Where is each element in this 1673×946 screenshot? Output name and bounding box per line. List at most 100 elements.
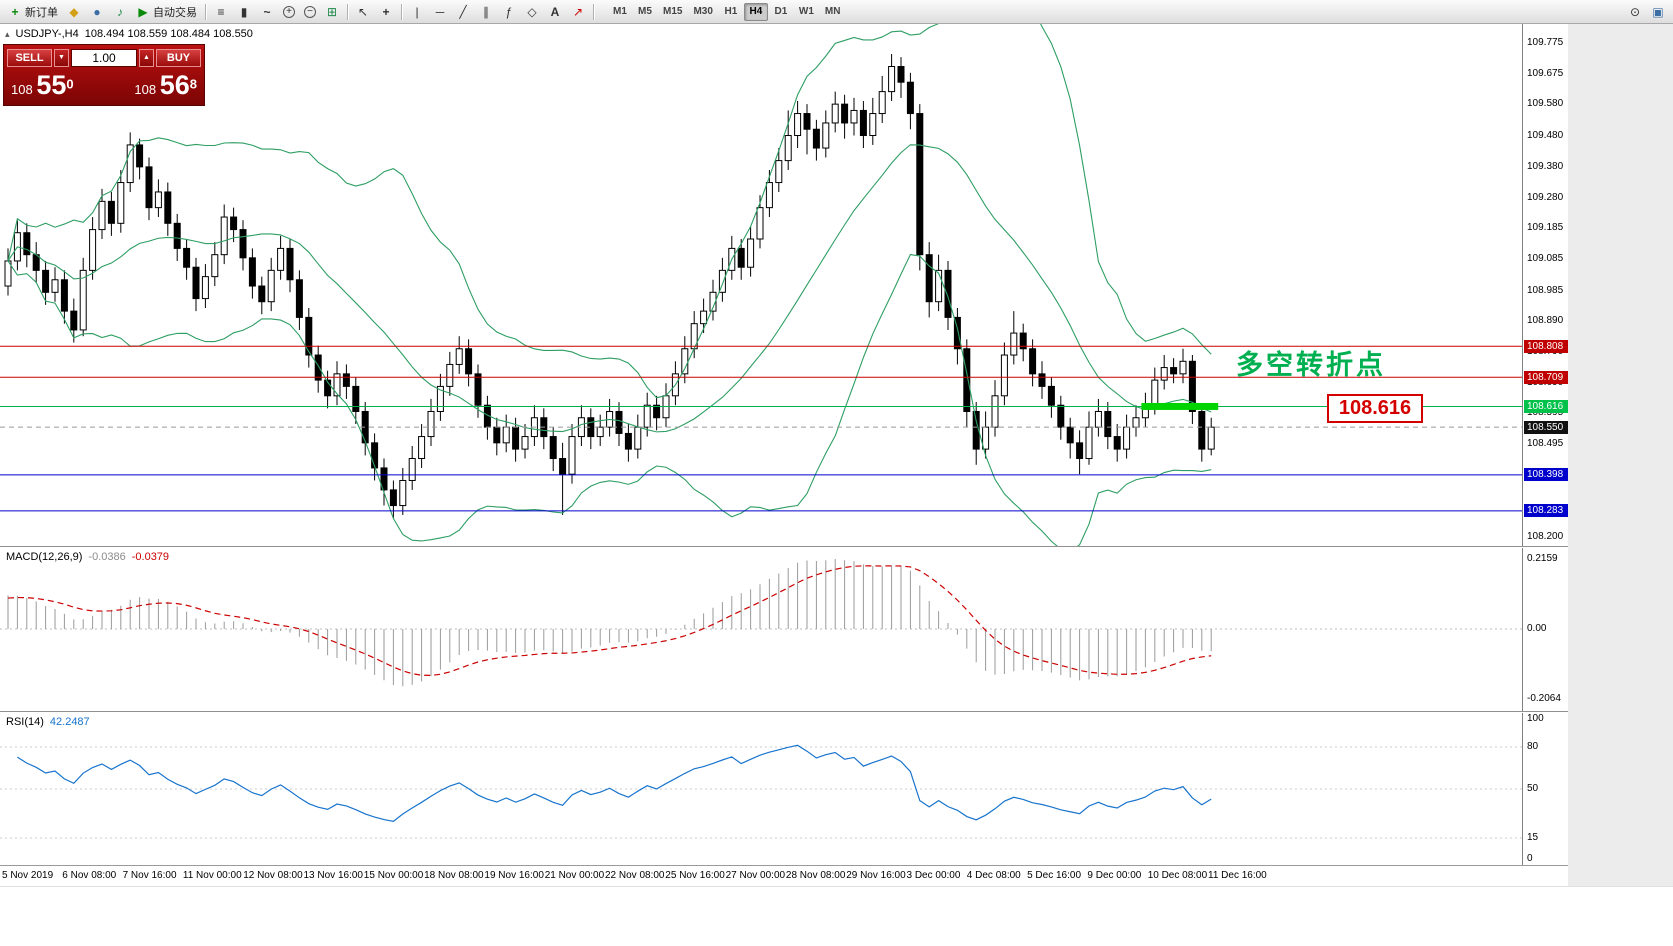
candle-body bbox=[596, 426, 604, 438]
candle-body bbox=[775, 160, 783, 184]
candle-body bbox=[906, 81, 914, 115]
channel-button[interactable]: ∥ bbox=[475, 2, 497, 22]
candle-body bbox=[89, 229, 97, 271]
candle-body bbox=[756, 207, 764, 240]
zoom-in-button[interactable]: + bbox=[279, 2, 299, 22]
candle-body bbox=[1113, 436, 1121, 450]
terminal-button[interactable]: ▣ bbox=[1647, 2, 1669, 22]
price-scale-tick: 108.495 bbox=[1527, 438, 1564, 450]
favorites-button[interactable]: ◆ bbox=[63, 2, 85, 22]
crosshair-icon: + bbox=[382, 4, 390, 19]
fibonacci-button[interactable]: ƒ bbox=[498, 2, 520, 22]
workspace-background bbox=[1568, 24, 1673, 886]
new-order-button[interactable]: + 新订单 bbox=[4, 2, 62, 22]
cursor-button[interactable]: ↖ bbox=[352, 2, 374, 22]
macd-rsi-separator[interactable] bbox=[0, 711, 1568, 713]
rsi-panel-plot[interactable] bbox=[0, 713, 1522, 865]
volume-increase-button[interactable]: ▲ bbox=[139, 48, 154, 67]
candle-body bbox=[352, 385, 360, 412]
rsi-label: RSI(14) 42.2487 bbox=[6, 716, 90, 728]
candle-body bbox=[681, 348, 689, 375]
zoom-out-button[interactable]: − bbox=[300, 2, 320, 22]
time-axis-label: 12 Nov 08:00 bbox=[243, 870, 303, 881]
bollinger-upper-band bbox=[7, 24, 1212, 399]
auto-trading-button[interactable]: ▶ 自动交易 bbox=[132, 2, 201, 22]
candle-body bbox=[925, 254, 933, 303]
highlight-level-segment[interactable] bbox=[1141, 402, 1219, 410]
timeframe-m30-button[interactable]: M30 bbox=[693, 6, 713, 17]
timeframe-m5-button[interactable]: M5 bbox=[638, 6, 652, 17]
candle-body bbox=[850, 109, 858, 124]
price-annotation-box[interactable]: 108.616 bbox=[1327, 394, 1423, 423]
sell-price[interactable]: 108 550 bbox=[11, 70, 74, 101]
time-axis[interactable]: 5 Nov 2019 6 Nov 08:00 7 Nov 16:00 11 Nov 0… bbox=[0, 866, 1568, 886]
turning-point-annotation[interactable]: 多空转折点 bbox=[1236, 350, 1386, 380]
trendline-button[interactable]: ╱ bbox=[452, 2, 474, 22]
candle-body bbox=[164, 191, 172, 224]
candle-body bbox=[418, 436, 426, 460]
candle-body bbox=[944, 269, 952, 318]
candle-body bbox=[869, 113, 877, 137]
candle-body bbox=[342, 373, 350, 387]
shapes-button[interactable]: ◇ bbox=[521, 2, 543, 22]
trendline-icon: ╱ bbox=[459, 4, 467, 19]
chart-macd-separator[interactable] bbox=[0, 546, 1568, 548]
sound-icon: ♪ bbox=[117, 4, 123, 19]
search-icon: ⊙ bbox=[1629, 4, 1641, 19]
price-scale-tick: 108.200 bbox=[1527, 530, 1564, 542]
volume-decrease-button[interactable]: ▼ bbox=[54, 48, 69, 67]
line-chart-button[interactable]: ~ bbox=[256, 2, 278, 22]
candle-body bbox=[794, 113, 802, 137]
candle-body bbox=[1019, 332, 1027, 350]
timeframe-w1-button[interactable]: W1 bbox=[798, 6, 814, 17]
vertical-line-button[interactable]: | bbox=[406, 2, 428, 22]
arrows-button[interactable]: ↗ bbox=[567, 2, 589, 22]
fibo-icon: ƒ bbox=[505, 4, 513, 19]
horizontal-line-button[interactable]: ─ bbox=[429, 2, 451, 22]
one-click-toggle-icon[interactable]: ▴ bbox=[5, 28, 10, 39]
autotrade-icon: ▶ bbox=[138, 4, 148, 19]
zoom-in-icon: + bbox=[283, 5, 295, 18]
alerts-button[interactable]: ♪ bbox=[109, 2, 131, 22]
profile-button[interactable]: ● bbox=[86, 2, 108, 22]
tile-windows-button[interactable]: ⊞ bbox=[321, 2, 343, 22]
timeframe-m1-button[interactable]: M1 bbox=[613, 6, 627, 17]
candle-body bbox=[70, 310, 78, 331]
sell-button[interactable]: SELL bbox=[7, 48, 52, 67]
candle-body bbox=[1010, 332, 1018, 356]
bar-chart-button[interactable]: ≡ bbox=[210, 2, 232, 22]
rsi-scale-0: 0 bbox=[1527, 853, 1533, 864]
time-axis-label: 21 Nov 00:00 bbox=[544, 870, 605, 881]
new-order-icon: + bbox=[11, 4, 19, 19]
candle-body bbox=[747, 238, 755, 268]
candle-body bbox=[700, 310, 708, 325]
buy-button[interactable]: BUY bbox=[156, 48, 201, 67]
text-button[interactable]: A bbox=[544, 2, 566, 22]
price-chart-plot[interactable] bbox=[0, 24, 1522, 546]
candlestick-button[interactable]: ▮ bbox=[233, 2, 255, 22]
buy-price[interactable]: 108 568 bbox=[134, 70, 197, 101]
crosshair-button[interactable]: + bbox=[375, 2, 397, 22]
timeframe-mn-button[interactable]: MN bbox=[824, 6, 841, 17]
vline-icon: | bbox=[415, 4, 419, 19]
timeframe-h4-button[interactable]: H4 bbox=[743, 2, 768, 21]
timeframe-h1-button[interactable]: H1 bbox=[724, 6, 738, 17]
auto-trading-button-label: 自动交易 bbox=[153, 6, 197, 19]
candle-body bbox=[333, 373, 341, 397]
candle-body bbox=[493, 426, 501, 444]
macd-panel-plot[interactable] bbox=[0, 548, 1522, 711]
time-axis-label: 22 Nov 08:00 bbox=[605, 870, 665, 881]
candle-body bbox=[154, 191, 162, 209]
candle-body bbox=[446, 363, 454, 387]
timeframe-d1-button[interactable]: D1 bbox=[774, 6, 788, 17]
macd-name: MACD(12,26,9) bbox=[6, 551, 83, 563]
candle-body bbox=[1104, 410, 1112, 438]
price-scale[interactable]: 109.775 109.675 109.580 109.480 109.380 109.2… bbox=[1522, 24, 1568, 866]
macd-main-value: -0.0386 bbox=[88, 551, 126, 563]
candle-body bbox=[248, 257, 256, 287]
volume-input[interactable] bbox=[71, 48, 137, 67]
rsi-line bbox=[17, 744, 1212, 822]
timeframe-m15-button[interactable]: M15 bbox=[663, 6, 683, 17]
candle-body bbox=[211, 254, 219, 278]
search-button[interactable]: ⊙ bbox=[1624, 2, 1646, 22]
